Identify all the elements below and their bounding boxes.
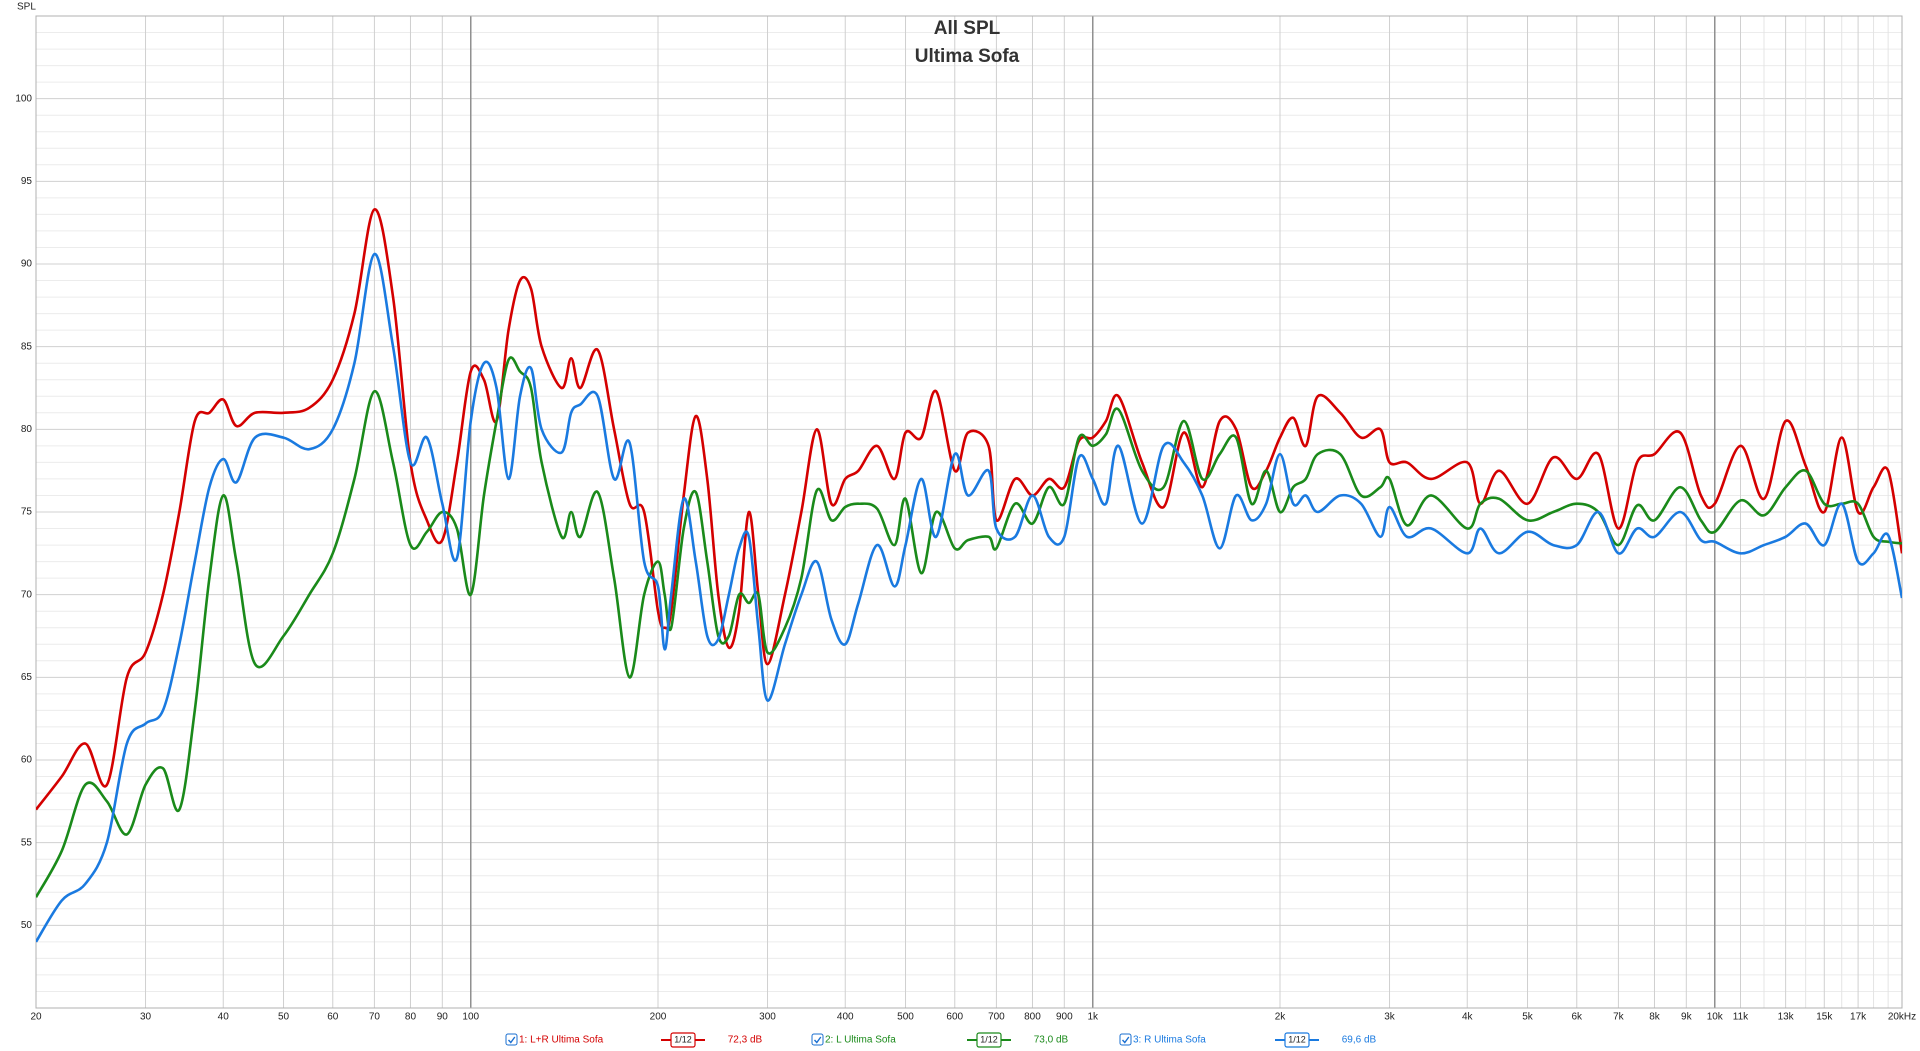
legend-label: 2: L Ultima Sofa	[825, 1035, 896, 1046]
y-tick-label: 100	[15, 93, 32, 104]
smoothing-label: 1/12	[980, 1034, 998, 1044]
x-tick-label: 600	[946, 1012, 963, 1023]
x-tick-label: 700	[988, 1012, 1005, 1023]
x-tick-label: 400	[837, 1012, 854, 1023]
plot-frame	[35, 15, 1903, 1009]
x-tick-label: 900	[1056, 1012, 1073, 1023]
x-tick-label: 4k	[1462, 1012, 1474, 1023]
x-tick-label: 20kHz	[1888, 1012, 1916, 1023]
y-tick-label: 65	[21, 672, 33, 683]
x-tick-label: 800	[1024, 1012, 1041, 1023]
legend-check[interactable]	[507, 1036, 516, 1044]
legend-item: 3: R Ultima Sofa 1/12 69,6 dB	[1119, 1032, 1377, 1048]
smoothing-box[interactable]	[670, 1032, 696, 1048]
smoothing-box[interactable]	[1284, 1032, 1310, 1048]
x-tick-label: 90	[437, 1012, 449, 1023]
x-tick-label: 70	[369, 1012, 381, 1023]
x-tick-label: 17k	[1850, 1012, 1867, 1023]
x-tick-label: 3k	[1384, 1012, 1396, 1023]
x-tick-label: 200	[650, 1012, 667, 1023]
chart-subtitle: Ultima Sofa	[915, 46, 1020, 67]
series-line	[36, 252, 1902, 943]
x-tick-label: 6k	[1571, 1012, 1583, 1023]
x-tick-label: 20	[30, 1012, 42, 1023]
x-tick-label: 30	[140, 1012, 152, 1023]
y-tick-label: 85	[21, 341, 33, 352]
legend-checkbox[interactable]	[811, 1033, 824, 1046]
smoothing-label: 1/12	[1288, 1034, 1306, 1044]
x-tick-label: 300	[759, 1012, 776, 1023]
series-line	[36, 208, 1902, 811]
legend-checkbox[interactable]	[1119, 1033, 1132, 1046]
x-tick-label: 10k	[1707, 1012, 1724, 1023]
y-tick-label: 50	[21, 920, 33, 931]
x-tick-label: 7k	[1613, 1012, 1625, 1023]
legend-item: 2: L Ultima Sofa 1/12 73,0 dB	[811, 1032, 1069, 1048]
x-tick-label: 15k	[1816, 1012, 1833, 1023]
y-tick-label: 55	[21, 837, 33, 848]
x-tick-label: 11k	[1733, 1012, 1749, 1023]
grid	[35, 16, 1903, 1008]
series-line	[36, 356, 1902, 898]
x-tick-label: 1k	[1087, 1012, 1099, 1023]
x-tick-label: 100	[462, 1012, 479, 1023]
legend-label: 1: L+R Ultima Sofa	[519, 1035, 604, 1046]
x-tick-label: 9k	[1681, 1012, 1693, 1023]
x-tick-label: 5k	[1522, 1012, 1534, 1023]
x-tick-label: 2k	[1275, 1012, 1287, 1023]
legend-check[interactable]	[813, 1036, 822, 1044]
x-tick-label: 80	[405, 1012, 417, 1023]
y-tick-label: 75	[21, 507, 33, 518]
x-tick-label: 40	[218, 1012, 230, 1023]
legend-check[interactable]	[1121, 1036, 1130, 1044]
y-tick-label: 60	[21, 755, 33, 766]
level-label: 73,0 dB	[1034, 1035, 1069, 1046]
legend-item: 1: L+R Ultima Sofa 1/12 72,3 dB	[505, 1032, 763, 1048]
x-tick-label: 50	[278, 1012, 290, 1023]
y-tick-label: 80	[21, 424, 33, 435]
y-tick-label: 70	[21, 589, 33, 600]
legend-label: 3: R Ultima Sofa	[1133, 1035, 1206, 1046]
x-tick-label: 60	[327, 1012, 339, 1023]
x-tick-label: 13k	[1778, 1012, 1795, 1023]
y-tick-label: 95	[21, 176, 33, 187]
smoothing-label: 1/12	[674, 1034, 692, 1044]
level-label: 72,3 dB	[728, 1035, 763, 1046]
y-axis-label: SPL	[17, 2, 36, 13]
legend-checkbox[interactable]	[505, 1033, 518, 1046]
chart-title: All SPL	[934, 18, 1001, 39]
y-tick-label: 90	[21, 259, 33, 270]
level-label: 69,6 dB	[1342, 1035, 1377, 1046]
smoothing-box[interactable]	[976, 1032, 1002, 1048]
x-tick-label: 8k	[1649, 1012, 1661, 1023]
x-tick-label: 500	[897, 1012, 914, 1023]
